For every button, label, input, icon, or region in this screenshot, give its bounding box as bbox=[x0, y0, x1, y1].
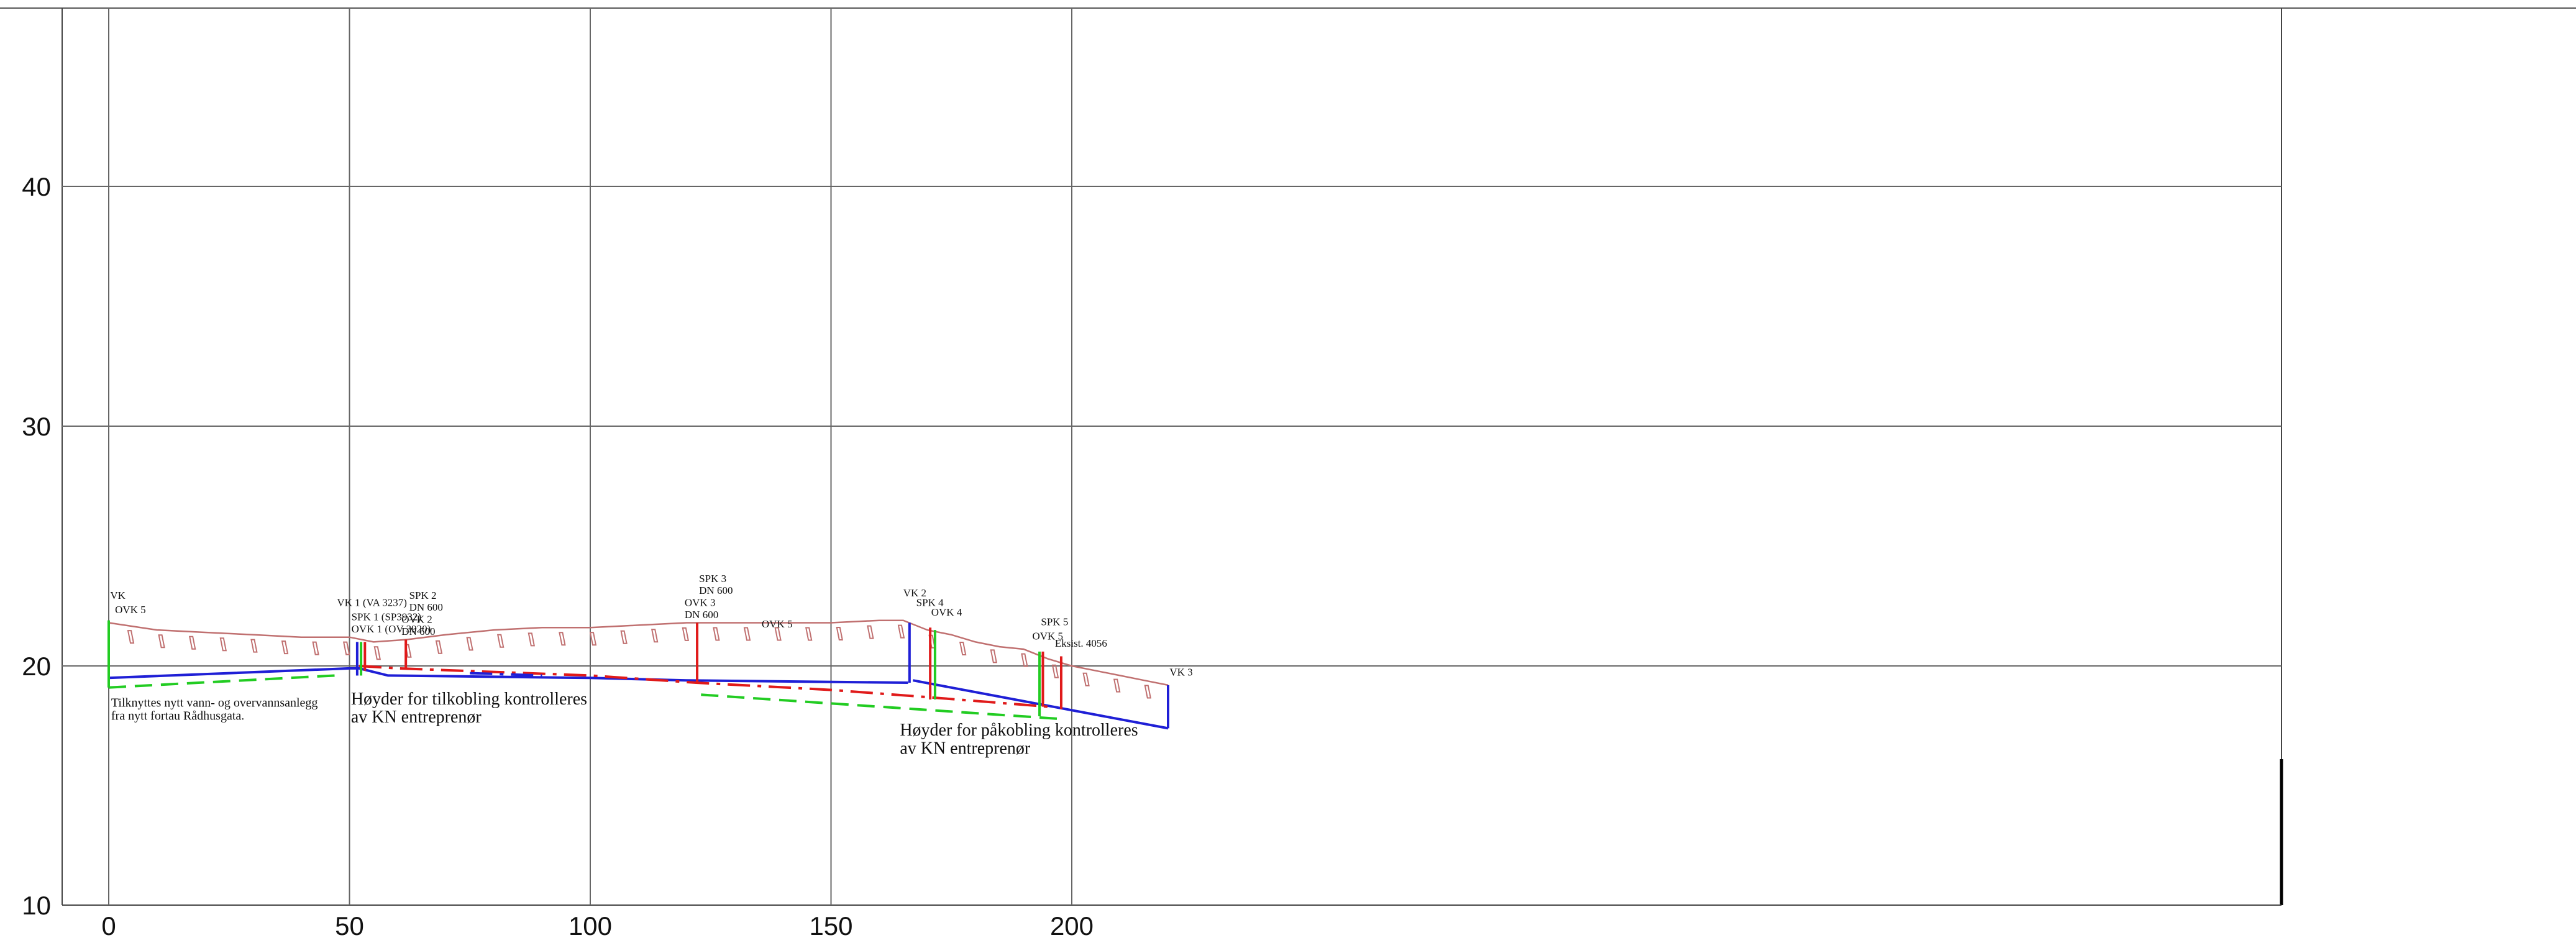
annotation-notes: Tilknyttes nytt vann- og overvannsanlegg… bbox=[111, 690, 1138, 758]
x-tick-label: 100 bbox=[569, 911, 612, 941]
terrain-hatch bbox=[373, 646, 381, 660]
note-line: Høyder for tilkobling kontrolleres bbox=[351, 690, 587, 709]
terrain-hatch bbox=[1051, 664, 1059, 678]
pipe-line-green1 bbox=[108, 674, 336, 689]
terrain-hatch bbox=[435, 640, 443, 654]
terrain-hatch bbox=[959, 641, 967, 655]
manhole-label: OVK 5 bbox=[1032, 631, 1063, 642]
terrain-hatch bbox=[1082, 672, 1090, 686]
terrain-hatch bbox=[867, 625, 874, 639]
terrain-hatch bbox=[281, 640, 289, 655]
manhole-label: VK bbox=[110, 590, 126, 601]
manhole-label: DN 600 bbox=[401, 626, 435, 637]
terrain-hatch bbox=[496, 634, 505, 648]
note-line: av KN entreprenør bbox=[900, 739, 1031, 758]
note-line: Tilknyttes nytt vann- og overvannsanlegg bbox=[111, 696, 318, 710]
manhole-markers bbox=[107, 620, 1169, 729]
terrain-hatch bbox=[713, 627, 720, 641]
terrain-hatch bbox=[990, 649, 998, 663]
x-tick-label: 0 bbox=[101, 911, 116, 941]
note-text: Høyder for påkobling kontrolleres av KN e… bbox=[900, 721, 1138, 758]
terrain-hatch bbox=[805, 627, 813, 641]
grid bbox=[0, 7, 2576, 906]
y-tick-label: 40 bbox=[22, 172, 51, 201]
terrain-hatch bbox=[774, 627, 782, 641]
manhole-label: VK 3 bbox=[1169, 666, 1192, 678]
terrain-hatch bbox=[559, 632, 566, 646]
manhole-label: OVK 4 bbox=[931, 606, 962, 618]
manhole-label: OVK 1 (OV 3920) bbox=[352, 623, 431, 635]
terrain-profile bbox=[108, 619, 1169, 699]
terrain-hatch bbox=[1021, 653, 1028, 667]
y-tick-label: 10 bbox=[22, 891, 51, 920]
terrain-hatch bbox=[127, 630, 135, 644]
note-text: Høyder for tilkobling kontrolleres av KN … bbox=[351, 690, 587, 727]
x-tick-label: 150 bbox=[809, 911, 852, 941]
terrain-hatch bbox=[589, 632, 597, 646]
terrain-hatch bbox=[897, 624, 905, 639]
note-line: av KN entreprenør bbox=[351, 708, 482, 727]
terrain-hatch bbox=[250, 639, 258, 653]
manhole-labels: VK OVK 5 VK 1 (VA 3237) SPK 1 (SP3932)OVK 1… bbox=[110, 573, 1192, 678]
terrain-line bbox=[108, 619, 1169, 686]
terrain-hatch bbox=[836, 627, 844, 641]
manhole-label: OVK 2 bbox=[401, 614, 432, 626]
terrain-hatch bbox=[1144, 685, 1152, 699]
manhole-label: DN 600 bbox=[699, 585, 733, 596]
terrain-hatch bbox=[158, 634, 165, 649]
note-line: Høyder for påkobling kontrolleres bbox=[900, 721, 1138, 740]
manhole-label: OVK 3 bbox=[685, 597, 716, 609]
manhole-label: DN 600 bbox=[685, 609, 718, 621]
manhole-label: SPK 5 bbox=[1041, 616, 1068, 627]
manhole-label: SPK 1 (SP3932) bbox=[352, 611, 421, 623]
manhole-label: VK 1 (VA 3237) bbox=[337, 597, 407, 609]
manhole-label: DN 600 bbox=[409, 601, 443, 613]
terrain-hatch bbox=[620, 630, 628, 644]
terrain-hatch bbox=[743, 627, 751, 641]
manhole-label: Eksist. 4056 bbox=[1055, 637, 1107, 649]
manhole-label: OVK 5 bbox=[762, 618, 793, 630]
x-tick-label: 200 bbox=[1050, 911, 1094, 941]
terrain-hatch bbox=[682, 627, 690, 641]
terrain-hatch bbox=[312, 641, 319, 655]
manhole-label: SPK 3 bbox=[699, 573, 726, 585]
pipe-line-blue bbox=[108, 667, 908, 684]
terrain-hatch bbox=[466, 637, 473, 651]
axis-ticks: 0 50 100 150 200 10 20 30 40 bbox=[22, 172, 1094, 941]
terrain-hatch bbox=[219, 637, 227, 652]
terrain-hatch bbox=[188, 636, 196, 650]
note-line: fra nytt fortau Rådhusgata. bbox=[111, 709, 244, 723]
y-tick-label: 20 bbox=[22, 652, 51, 681]
manhole-label: SPK 2 bbox=[409, 590, 437, 601]
manhole-label: OVK 5 bbox=[115, 604, 146, 616]
x-tick-label: 50 bbox=[335, 911, 364, 941]
note-text: Tilknyttes nytt vann- og overvannsanlegg… bbox=[111, 696, 318, 723]
pipe-line-green2 bbox=[701, 693, 1057, 720]
terrain-hatch bbox=[1113, 678, 1121, 693]
manhole-label: VK 2 bbox=[903, 587, 926, 599]
pipe-line-blue-dashdot bbox=[470, 672, 542, 677]
manhole-label: SPK 4 bbox=[916, 597, 944, 609]
terrain-hatch bbox=[651, 629, 659, 643]
terrain-hatch bbox=[342, 641, 350, 655]
y-tick-label: 30 bbox=[22, 412, 51, 441]
terrain-hatch bbox=[528, 632, 536, 647]
